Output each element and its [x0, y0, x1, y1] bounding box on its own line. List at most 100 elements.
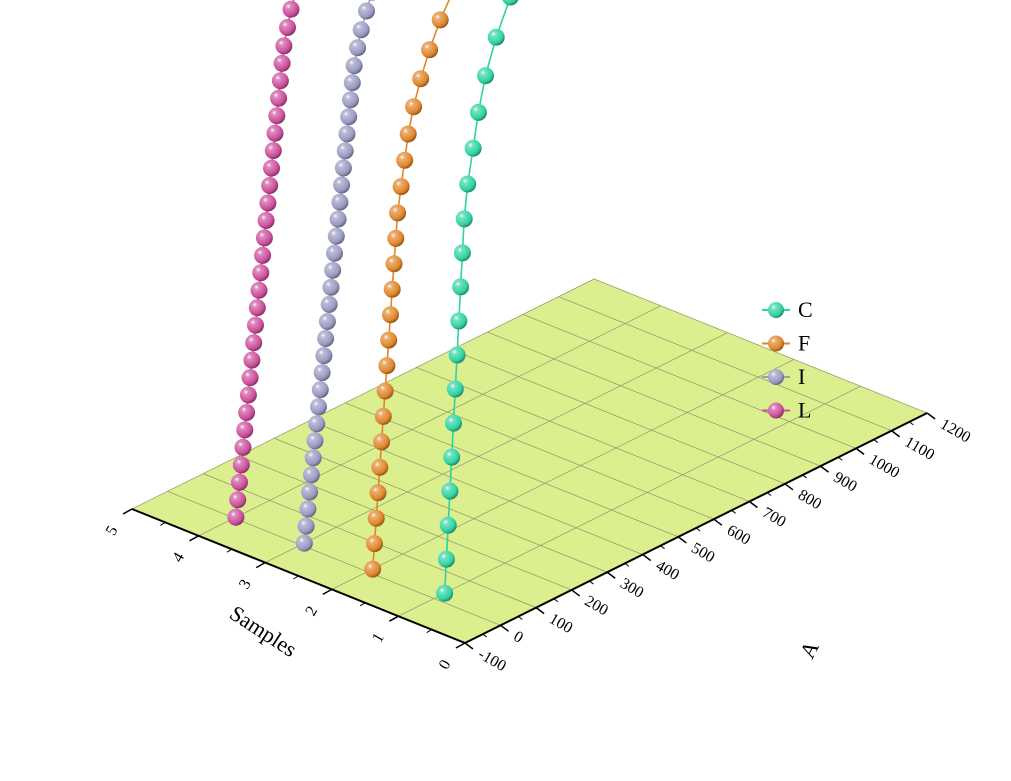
x-tick	[606, 571, 616, 579]
data-point	[270, 89, 288, 107]
data-point	[247, 316, 264, 334]
data-point	[304, 449, 322, 467]
data-point	[399, 125, 417, 143]
data-point	[387, 229, 405, 247]
x-tick	[500, 624, 509, 632]
data-point	[315, 347, 333, 365]
data-point	[266, 124, 284, 142]
data-point	[459, 175, 477, 193]
data-point	[448, 346, 466, 364]
data-point	[259, 194, 277, 212]
grid-lines	[167, 296, 892, 626]
y-tick-label: 0	[436, 657, 455, 672]
data-point	[317, 330, 335, 347]
y-minor-tick	[426, 629, 432, 634]
grid-line-y	[198, 305, 661, 537]
x-tick	[677, 536, 687, 544]
x-minor-tick	[837, 456, 843, 461]
y-tick-label: 4	[169, 550, 188, 565]
data-point	[421, 41, 439, 59]
data-point	[229, 491, 247, 509]
data-point	[231, 473, 248, 491]
legend-item-C: C	[762, 297, 813, 322]
data-point	[340, 108, 358, 126]
data-point	[378, 357, 396, 375]
grid-line-x	[451, 349, 786, 485]
data-point	[255, 229, 273, 247]
grid-line-y	[331, 359, 795, 590]
data-point	[452, 278, 470, 296]
x-tick	[535, 607, 545, 615]
data-point	[349, 39, 367, 57]
data-point	[338, 125, 356, 143]
y-tick	[255, 561, 266, 569]
y-tick	[189, 535, 199, 542]
x-minor-tick	[589, 580, 594, 585]
data-point	[275, 37, 293, 55]
data-point	[389, 204, 407, 222]
data-point	[441, 482, 459, 500]
grid-line-x	[345, 402, 679, 538]
x-minor-tick	[909, 421, 914, 426]
data-point	[336, 142, 354, 160]
data-point	[301, 483, 319, 501]
data-point	[254, 246, 272, 264]
data-point	[239, 386, 257, 404]
x-tick	[820, 465, 829, 473]
data-point	[311, 381, 329, 399]
grid-line-x	[380, 384, 714, 520]
legend-item-F: F	[762, 331, 810, 356]
series-L	[227, 0, 300, 526]
legend-item-L: L	[762, 398, 811, 423]
data-point	[436, 584, 454, 602]
grid-line-x	[416, 367, 750, 502]
x-tick-label: 700	[759, 504, 788, 531]
data-point	[342, 91, 359, 109]
x-tick-label: 1200	[937, 416, 973, 447]
data-point	[502, 0, 519, 6]
series-line	[371, 0, 450, 570]
data-point	[306, 432, 324, 450]
data-point	[295, 534, 313, 552]
data-point	[439, 516, 457, 534]
legend-label: C	[798, 297, 813, 322]
data-point	[322, 278, 340, 296]
x-axis-title: A	[794, 636, 824, 662]
series-F	[364, 0, 450, 578]
y-axis-title: Samples	[225, 600, 301, 662]
grid-line-x	[167, 490, 501, 626]
data-point	[364, 560, 382, 578]
data-point	[248, 299, 266, 317]
legend-label: F	[798, 331, 810, 356]
x-minor-tick	[695, 527, 701, 532]
data-point	[279, 19, 296, 36]
legend-label: L	[798, 398, 811, 423]
data-point	[352, 21, 370, 39]
data-point	[405, 98, 423, 116]
x-tick	[713, 518, 723, 526]
data-point	[343, 74, 361, 92]
data-point	[234, 438, 252, 456]
x-tick-label: 1000	[866, 451, 902, 482]
data-point	[271, 72, 289, 90]
x-tick-label: 1100	[902, 433, 938, 463]
data-point	[252, 264, 270, 282]
data-point	[282, 0, 300, 18]
y-tick-label: 1	[369, 630, 388, 645]
data-point	[450, 312, 468, 330]
data-point	[299, 500, 317, 518]
data-point	[469, 103, 487, 121]
y-minor-tick	[160, 521, 166, 526]
x-minor-tick	[766, 492, 772, 497]
data-point	[380, 331, 398, 349]
data-point	[243, 351, 261, 369]
data-point	[232, 456, 250, 474]
y-tick-label: 3	[236, 577, 255, 592]
data-point	[446, 380, 464, 398]
data-point	[302, 466, 320, 484]
grid-line-x	[309, 420, 643, 555]
grid-line-y	[265, 332, 728, 563]
y-tick	[322, 588, 333, 596]
x-tick-label: 200	[582, 593, 611, 620]
